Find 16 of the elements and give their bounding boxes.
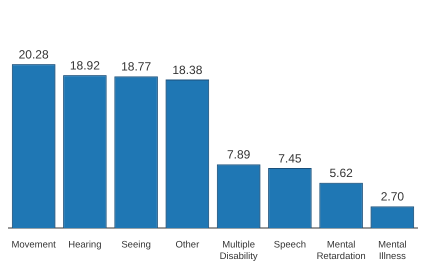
data-label: 18.38: [172, 62, 203, 77]
data-label: 7.45: [278, 151, 302, 166]
data-label: 18.92: [70, 58, 100, 72]
x-tick-label: Mental Retardation: [316, 240, 366, 262]
x-tick-label: Speech: [274, 240, 306, 251]
x-tick-label: Mental Illness: [378, 240, 407, 262]
data-label: 2.70: [380, 190, 404, 204]
data-label: 20.28: [18, 47, 49, 62]
x-tick-label: Other: [175, 240, 200, 251]
data-label: 5.62: [329, 166, 354, 180]
data-label: 7.89: [226, 148, 251, 162]
x-tick-label: Hearing: [68, 240, 102, 251]
x-tick-label: Seeing: [121, 240, 151, 251]
data-label: 18.77: [121, 60, 152, 74]
x-tick-label: Movement: [11, 240, 56, 251]
x-tick-label: Multiple Disability: [220, 240, 258, 262]
